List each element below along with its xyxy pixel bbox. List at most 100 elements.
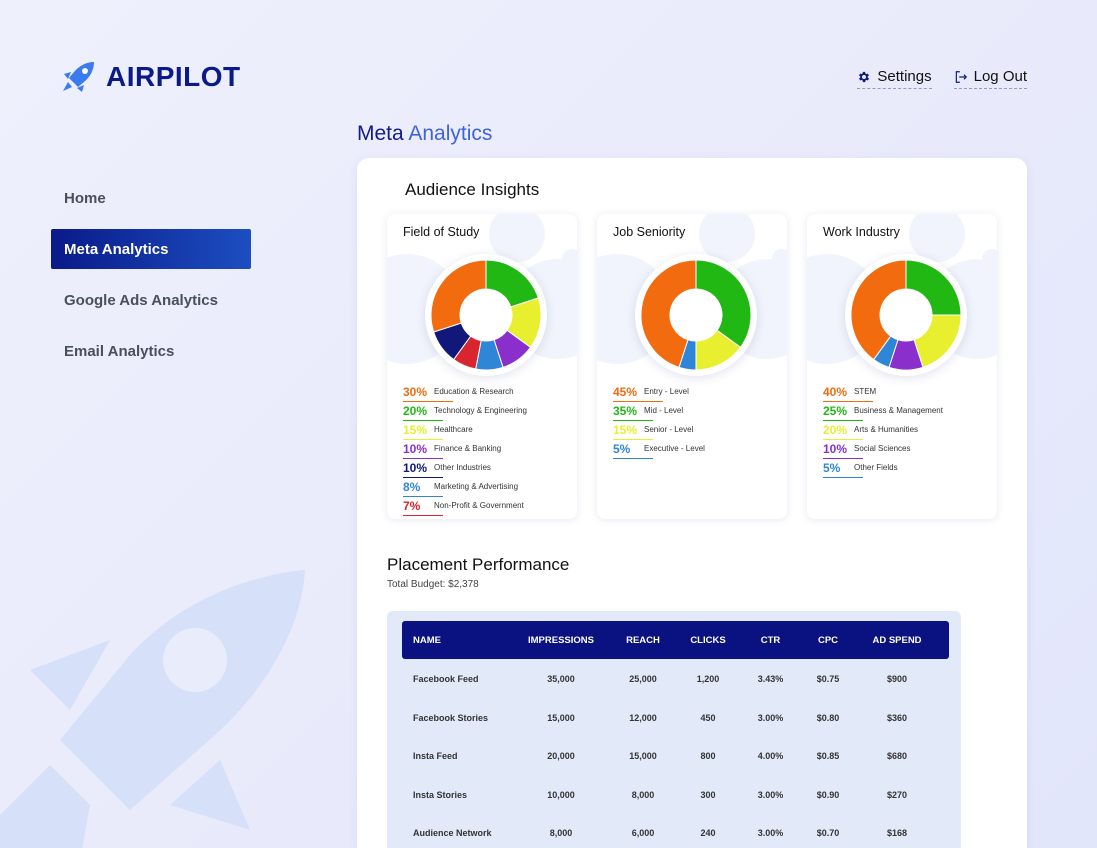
cell-clicks: 240: [700, 828, 716, 838]
table-row[interactable]: Audience Network 8,000 6,000 240 3.00% $0.70 $…: [402, 823, 949, 843]
logout-link[interactable]: Log Out: [953, 68, 1027, 89]
legend-percent: 10%: [403, 461, 443, 478]
table-row[interactable]: Facebook Feed 35,000 25,000 1,200 3.43% $0.75…: [402, 669, 949, 689]
sidebar-nav: Home Meta Analytics Google Ads Analytics…: [51, 178, 251, 382]
legend-label: Business & Management: [854, 406, 943, 415]
donut-svg: [431, 260, 541, 370]
donut-slice-technology-and-engineering[interactable]: [485, 260, 539, 308]
insight-card-job-seniority: Job Seniority 45% Entry - Level 35% Mid …: [597, 214, 787, 519]
settings-link[interactable]: Settings: [857, 68, 932, 89]
cell-cpc: $0.90: [816, 790, 840, 800]
legend-item: 5% Executive - Level: [613, 439, 705, 459]
cell-name: Audience Network: [413, 828, 492, 838]
donut-slice-stem[interactable]: [851, 260, 907, 361]
legend-item: 15% Senior - Level: [613, 420, 705, 440]
page-title: Meta Analytics: [357, 122, 492, 146]
sidebar-item-home[interactable]: Home: [64, 189, 106, 207]
donut-slice-mid-level[interactable]: [695, 260, 751, 349]
logout-label: Log Out: [973, 68, 1027, 85]
analytics-card: Audience Insights Field of Study 30% Edu…: [357, 158, 1027, 848]
column-header-clicks[interactable]: CLICKS: [690, 634, 726, 646]
cell-impressions: 10,000: [547, 790, 575, 800]
legend-item: 10% Social Sciences: [823, 439, 943, 459]
donut-chart: [425, 254, 547, 376]
cell-name: Facebook Feed: [413, 674, 479, 684]
cell-ad-spend: $270: [886, 790, 908, 800]
chart-legend: 30% Education & Research 20% Technology …: [403, 382, 527, 516]
column-header-cpc[interactable]: CPC: [817, 634, 839, 646]
legend-label: Entry - Level: [644, 387, 689, 396]
cell-ad-spend: $680: [886, 751, 908, 761]
legend-label: Mid - Level: [644, 406, 684, 415]
cell-ad-spend: $168: [886, 828, 908, 838]
cell-ad-spend: $900: [886, 674, 908, 684]
cell-reach: 25,000: [629, 674, 657, 684]
legend-percent: 30%: [403, 385, 453, 402]
cell-impressions: 20,000: [547, 751, 575, 761]
insight-card-title: Job Seniority: [613, 225, 686, 239]
donut-slice-education-and-research[interactable]: [431, 260, 487, 333]
cell-cpc: $0.85: [816, 751, 840, 761]
legend-item: 10% Other Industries: [403, 458, 527, 478]
cell-reach: 6,000: [631, 828, 655, 838]
legend-percent: 10%: [403, 442, 443, 459]
placement-table: NAME IMPRESSIONS REACH CLICKS CTR CPC AD…: [387, 611, 961, 848]
table-row[interactable]: Insta Stories 10,000 8,000 300 3.00% $0.90 $27…: [402, 785, 949, 805]
legend-item: 7% Non-Profit & Government: [403, 496, 527, 516]
sidebar-item-google-ads-analytics[interactable]: Google Ads Analytics: [64, 291, 218, 309]
chart-legend: 40% STEM 25% Business & Management 20% A…: [823, 382, 943, 478]
table-row[interactable]: Insta Feed 20,000 15,000 800 4.00% $0.85 $680: [402, 746, 949, 766]
legend-item: 35% Mid - Level: [613, 401, 705, 421]
cell-impressions: 35,000: [547, 674, 575, 684]
legend-item: 5% Other Fields: [823, 458, 943, 478]
cell-ctr: 3.00%: [757, 828, 784, 838]
column-header-reach[interactable]: REACH: [626, 634, 660, 646]
column-header-ctr[interactable]: CTR: [760, 634, 781, 646]
rocket-icon: [63, 62, 94, 92]
legend-item: 15% Healthcare: [403, 420, 527, 440]
cell-ctr: 3.00%: [757, 713, 784, 723]
legend-label: Other Industries: [434, 463, 491, 472]
page-title-part1: Meta: [357, 122, 404, 145]
cell-name: Insta Feed: [413, 751, 458, 761]
table-row[interactable]: Facebook Stories 15,000 12,000 450 3.00% $0.8…: [402, 708, 949, 728]
legend-percent: 20%: [403, 404, 443, 421]
sidebar-item-meta-analytics[interactable]: Meta Analytics: [51, 229, 251, 269]
legend-item: 40% STEM: [823, 382, 943, 402]
sidebar-item-email-analytics[interactable]: Email Analytics: [64, 342, 175, 360]
app-logo[interactable]: AIRPILOT: [62, 60, 241, 94]
legend-percent: 5%: [823, 461, 863, 478]
cell-cpc: $0.75: [816, 674, 840, 684]
cell-clicks: 450: [700, 713, 716, 723]
donut-slice-entry-level[interactable]: [641, 260, 697, 368]
legend-label: STEM: [854, 387, 877, 396]
donut-slice-arts-and-humanities[interactable]: [913, 314, 961, 368]
cell-impressions: 15,000: [547, 713, 575, 723]
legend-label: Education & Research: [434, 387, 514, 396]
total-budget: Total Budget: $2,378: [387, 579, 479, 590]
legend-item: 20% Technology & Engineering: [403, 401, 527, 421]
cell-ctr: 3.43%: [757, 674, 784, 684]
legend-label: Marketing & Advertising: [434, 482, 519, 491]
legend-percent: 20%: [823, 423, 863, 440]
column-header-name[interactable]: NAME: [413, 634, 441, 646]
insight-card-work-industry: Work Industry 40% STEM 25% Business & Ma…: [807, 214, 997, 519]
legend-label: Technology & Engineering: [434, 406, 527, 415]
legend-item: 30% Education & Research: [403, 382, 527, 402]
placement-performance-title: Placement Performance: [387, 555, 570, 574]
legend-percent: 10%: [823, 442, 863, 459]
header-actions: Settings Log Out: [857, 68, 1027, 89]
cell-clicks: 300: [700, 790, 716, 800]
settings-label: Settings: [877, 68, 932, 85]
cell-clicks: 1,200: [696, 674, 720, 684]
cell-ctr: 4.00%: [757, 751, 784, 761]
chart-legend: 45% Entry - Level 35% Mid - Level 15% Se…: [613, 382, 705, 459]
background-rocket-icon: [0, 570, 305, 848]
donut-slice-business-and-management[interactable]: [905, 260, 961, 316]
column-header-impressions[interactable]: IMPRESSIONS: [528, 634, 594, 646]
cell-ctr: 3.00%: [757, 790, 784, 800]
audience-insights-title: Audience Insights: [405, 180, 540, 199]
legend-item: 25% Business & Management: [823, 401, 943, 421]
legend-label: Other Fields: [854, 463, 898, 472]
column-header-ad-spend[interactable]: AD SPEND: [872, 634, 922, 646]
